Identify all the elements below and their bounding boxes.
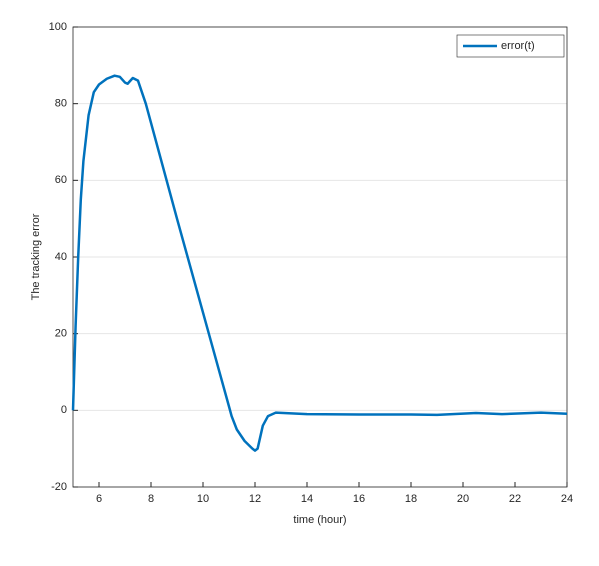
x-tick-label: 8 xyxy=(148,493,154,505)
x-tick-label: 24 xyxy=(561,493,573,505)
x-tick-label: 6 xyxy=(96,493,102,505)
x-tick-label: 22 xyxy=(509,493,521,505)
data-line xyxy=(71,74,568,452)
y-tick-label: 20 xyxy=(55,328,67,340)
y-tick-label: -20 xyxy=(51,481,67,493)
x-tick-label: 16 xyxy=(353,493,365,505)
x-tick-label: 14 xyxy=(301,493,313,505)
x-tick-label: 10 xyxy=(197,493,209,505)
legend-box xyxy=(456,34,565,58)
y-tick-label: 80 xyxy=(55,98,67,110)
x-tick-label: 18 xyxy=(405,493,417,505)
y-tick-label: 40 xyxy=(55,251,67,263)
y-tick-label: 60 xyxy=(55,174,67,186)
y-axis-label: The tracking error xyxy=(30,213,42,300)
y-tick-label: 0 xyxy=(61,404,67,416)
y-tick-label: 100 xyxy=(49,21,67,33)
plot-frame xyxy=(72,26,568,488)
x-axis-label: time (hour) xyxy=(293,514,346,526)
x-tick-label: 20 xyxy=(457,493,469,505)
x-tick-label: 12 xyxy=(249,493,261,505)
legend-label: error(t) xyxy=(501,40,535,52)
